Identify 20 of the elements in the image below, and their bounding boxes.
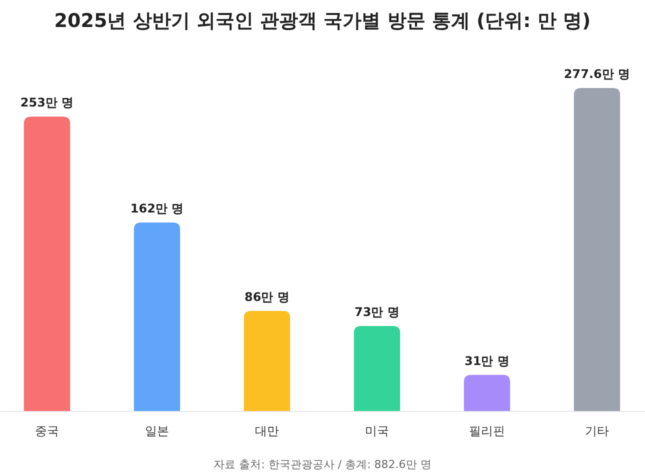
data-label: 73만 명 <box>354 305 400 320</box>
text: 자료 출처: 한국관광공사 / 총계: 882.6만 명 <box>214 458 432 471</box>
data-label: 277.6만 명 <box>564 67 630 81</box>
x-tick-label: 미국 <box>365 424 389 438</box>
x-tick-label: 필리핀 <box>469 424 505 438</box>
x-tick-label: 기타 <box>585 424 609 438</box>
x-tick-label: 중국 <box>35 424 59 438</box>
bar <box>574 88 620 411</box>
x-tick-label: 대만 <box>255 424 279 438</box>
bar <box>134 222 180 411</box>
bar <box>244 310 290 411</box>
data-label: 31만 명 <box>464 354 510 368</box>
bar <box>24 116 70 411</box>
data-label: 86만 명 <box>244 290 290 304</box>
data-label: 162만 명 <box>130 202 184 216</box>
bar <box>464 374 510 411</box>
bar <box>354 326 400 411</box>
x-tick-label: 일본 <box>145 424 169 438</box>
data-label: 253만 명 <box>20 96 74 110</box>
chart-title: 2025년 상반기 외국인 관광객 국가별 방문 통계 (단위: 만 명) <box>54 10 591 32</box>
